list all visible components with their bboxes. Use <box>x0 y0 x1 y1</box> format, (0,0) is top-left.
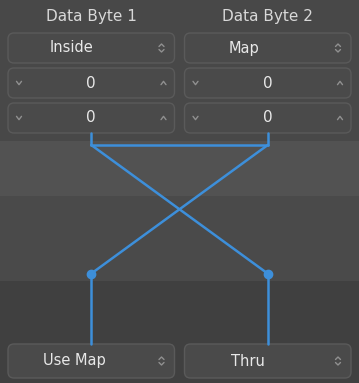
FancyBboxPatch shape <box>8 103 174 133</box>
Text: 0: 0 <box>87 75 96 90</box>
FancyBboxPatch shape <box>8 33 174 63</box>
Text: Map: Map <box>229 41 260 56</box>
FancyBboxPatch shape <box>185 344 351 378</box>
Text: 0: 0 <box>87 111 96 126</box>
Text: 0: 0 <box>263 75 272 90</box>
Text: Inside: Inside <box>50 41 93 56</box>
Bar <box>0 141 359 196</box>
Bar <box>0 336 359 383</box>
Bar <box>0 196 359 282</box>
FancyBboxPatch shape <box>8 344 174 378</box>
Text: 0: 0 <box>263 111 272 126</box>
FancyBboxPatch shape <box>185 33 351 63</box>
Text: Data Byte 1: Data Byte 1 <box>46 10 137 25</box>
Bar <box>0 0 359 141</box>
Text: Use Map: Use Map <box>43 354 106 368</box>
FancyBboxPatch shape <box>185 103 351 133</box>
Text: Thru: Thru <box>231 354 265 368</box>
FancyBboxPatch shape <box>8 68 174 98</box>
Bar <box>0 282 359 336</box>
Text: Data Byte 2: Data Byte 2 <box>222 10 313 25</box>
FancyBboxPatch shape <box>185 68 351 98</box>
